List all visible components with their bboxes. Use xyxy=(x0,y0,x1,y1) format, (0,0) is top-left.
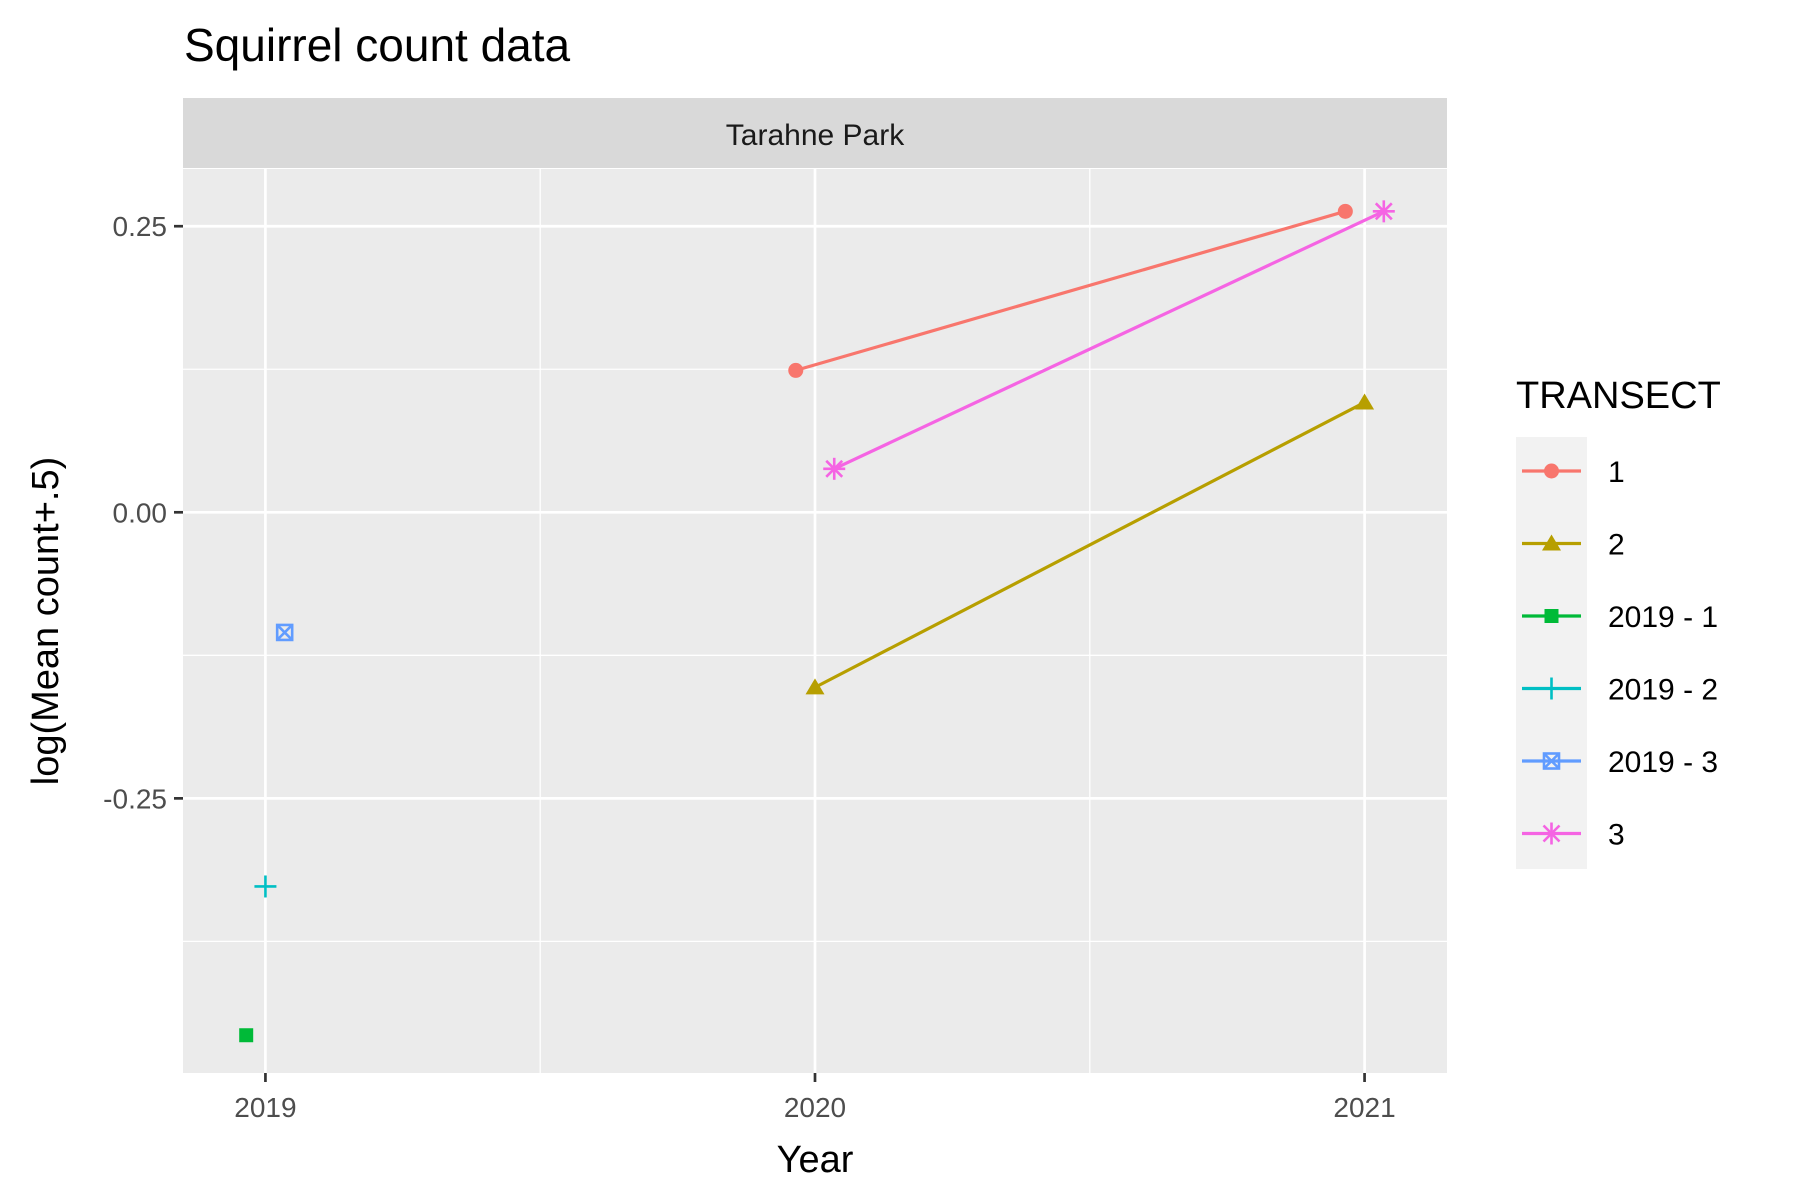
legend-title: TRANSECT xyxy=(1516,375,1721,417)
y-tick-label: -0.25 xyxy=(103,783,167,814)
legend-symbol-2 xyxy=(1542,534,1561,551)
x-tick-label: 2019 xyxy=(234,1092,296,1123)
series-line-3 xyxy=(833,209,1385,471)
legend-label-1: 1 xyxy=(1608,456,1625,489)
chart-title: Squirrel count data xyxy=(184,19,571,71)
legend: TRANSECT 1 2 2019 - 1 2019 - 2 2019 - 3 3 xyxy=(1516,375,1721,869)
x-axis-title: Year xyxy=(777,1139,854,1181)
legend-label-2019-2: 2019 - 2 xyxy=(1608,674,1718,707)
data-point-1 xyxy=(788,362,804,378)
legend-symbol-1 xyxy=(1544,463,1559,479)
legend-label-2019-3: 2019 - 3 xyxy=(1608,746,1718,779)
series-line-2 xyxy=(814,401,1366,689)
data-point-3 xyxy=(823,457,846,480)
legend-label-2019-1: 2019 - 1 xyxy=(1608,601,1718,634)
y-tick-label: 0.25 xyxy=(113,211,168,242)
y-tick-label: 0.00 xyxy=(113,497,168,528)
facet-strip xyxy=(183,98,1447,168)
legend-key-background xyxy=(1516,437,1587,869)
legend-label-3: 3 xyxy=(1608,819,1625,852)
legend-label-2: 2 xyxy=(1608,529,1625,562)
series-line-1 xyxy=(795,209,1346,372)
y-axis-title: log(Mean count+.5) xyxy=(25,457,67,785)
series-layer xyxy=(239,200,1395,1043)
facet-label: Tarahne Park xyxy=(726,119,905,152)
legend-symbol-3 xyxy=(1540,822,1563,845)
data-point-2019-2 xyxy=(254,875,277,898)
grid-lines xyxy=(183,169,1447,1073)
legend-symbol-2019-2 xyxy=(1540,677,1563,700)
data-point-2 xyxy=(1355,393,1375,410)
legend-symbol-2019-3 xyxy=(1542,752,1561,770)
axes: 2019 2020 2021 0.25 0.00 -0.25 xyxy=(103,211,1396,1123)
legend-symbol-2019-1 xyxy=(1544,609,1559,623)
data-point-2 xyxy=(805,678,825,695)
data-point-1 xyxy=(1337,203,1353,219)
data-point-2019-1 xyxy=(239,1028,254,1043)
data-point-3 xyxy=(1372,200,1395,223)
x-tick-label: 2021 xyxy=(1333,1092,1395,1123)
x-tick-label: 2020 xyxy=(784,1092,846,1123)
data-point-2019-3 xyxy=(275,623,294,642)
